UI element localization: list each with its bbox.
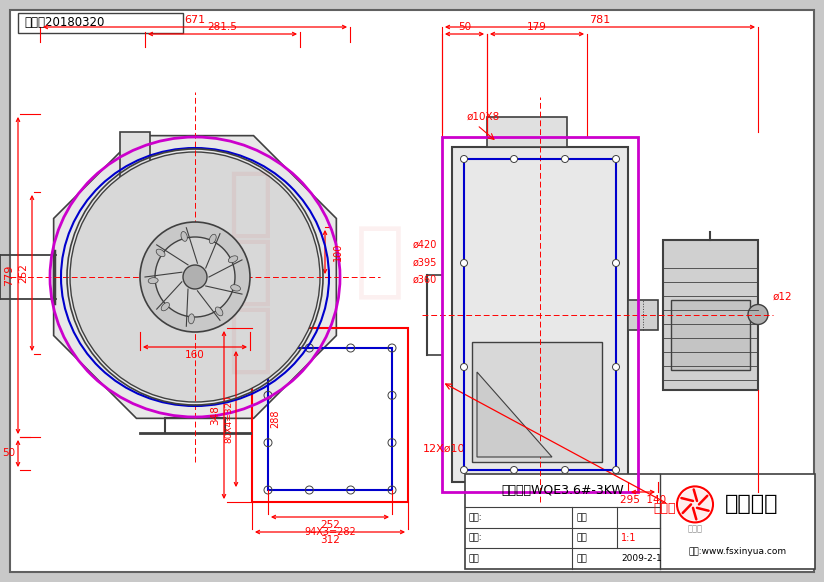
Circle shape: [561, 155, 569, 162]
Text: 252: 252: [18, 263, 28, 283]
Circle shape: [183, 265, 207, 289]
Text: 671: 671: [185, 15, 205, 25]
Circle shape: [461, 364, 467, 371]
Ellipse shape: [209, 234, 216, 244]
Text: 781: 781: [589, 15, 611, 25]
Text: 新峰运: 新峰运: [687, 524, 703, 534]
Circle shape: [677, 487, 713, 523]
Ellipse shape: [228, 256, 238, 262]
Text: ø10X8: ø10X8: [467, 112, 500, 122]
Ellipse shape: [157, 249, 165, 257]
Text: 遍号：20180320: 遍号：20180320: [24, 16, 105, 30]
Circle shape: [70, 152, 320, 402]
Text: 运: 运: [355, 222, 405, 303]
Circle shape: [679, 488, 711, 520]
Bar: [120, 132, 150, 182]
Text: 312: 312: [320, 535, 340, 545]
Text: ø360: ø360: [413, 275, 437, 285]
Ellipse shape: [181, 232, 187, 242]
Bar: [442, 137, 638, 492]
Polygon shape: [54, 136, 336, 418]
Bar: [487, 117, 567, 147]
Text: 新运风机: 新运风机: [725, 494, 779, 514]
Circle shape: [612, 260, 620, 267]
Text: 网址:www.fsxinyua.com: 网址:www.fsxinyua.com: [688, 548, 787, 556]
Text: 制图:: 制图:: [469, 513, 483, 522]
Circle shape: [461, 155, 467, 162]
Bar: [268, 348, 392, 490]
Bar: [18, 13, 183, 33]
Ellipse shape: [148, 278, 158, 283]
Text: 348: 348: [210, 405, 220, 425]
Circle shape: [612, 364, 620, 371]
Text: 日蓬: 日蓬: [576, 554, 587, 563]
Text: 779: 779: [4, 265, 14, 286]
Circle shape: [511, 467, 517, 474]
Bar: [472, 342, 602, 462]
Text: 保温风机WQE3.6#-3KW: 保温风机WQE3.6#-3KW: [501, 484, 624, 497]
Circle shape: [612, 467, 620, 474]
Text: 281.5: 281.5: [208, 22, 237, 32]
Circle shape: [461, 260, 467, 267]
Circle shape: [140, 222, 250, 332]
Bar: [252, 328, 408, 502]
Polygon shape: [477, 372, 552, 457]
Bar: [671, 300, 750, 370]
Circle shape: [155, 237, 235, 317]
Circle shape: [612, 155, 620, 162]
Text: 295  140: 295 140: [620, 495, 666, 505]
Text: 2009-2-1: 2009-2-1: [621, 554, 662, 563]
Text: 保温层: 保温层: [653, 502, 676, 515]
Text: 179: 179: [527, 22, 547, 32]
Circle shape: [561, 467, 569, 474]
Bar: [663, 240, 758, 389]
Text: 新
峰
运: 新 峰 运: [227, 167, 273, 377]
Text: 批社: 批社: [469, 554, 480, 563]
Text: 288: 288: [270, 410, 280, 428]
Text: 1:1: 1:1: [621, 533, 637, 543]
Text: ø420: ø420: [413, 240, 437, 250]
Text: 50: 50: [2, 449, 15, 459]
Circle shape: [461, 467, 467, 474]
Ellipse shape: [162, 303, 170, 311]
Text: 94X3=282: 94X3=282: [304, 527, 356, 537]
Text: 80X4=320: 80X4=320: [224, 395, 233, 443]
Bar: [465, 474, 815, 569]
Bar: [464, 159, 616, 470]
Text: 审批:: 审批:: [469, 534, 483, 542]
Text: 100: 100: [333, 243, 343, 261]
Text: 252: 252: [320, 520, 340, 530]
Text: 批比: 批比: [576, 534, 587, 542]
Text: 12Xø10: 12Xø10: [423, 444, 466, 454]
Bar: [628, 300, 658, 329]
Circle shape: [511, 155, 517, 162]
Text: 50: 50: [458, 22, 471, 32]
Text: ø395: ø395: [413, 257, 437, 268]
Ellipse shape: [231, 285, 241, 291]
Bar: [452, 147, 628, 482]
Text: ø12: ø12: [773, 292, 793, 301]
Ellipse shape: [189, 314, 194, 324]
Circle shape: [748, 304, 768, 325]
Text: 工批: 工批: [576, 513, 587, 522]
Ellipse shape: [215, 307, 222, 316]
Text: 160: 160: [185, 350, 205, 360]
